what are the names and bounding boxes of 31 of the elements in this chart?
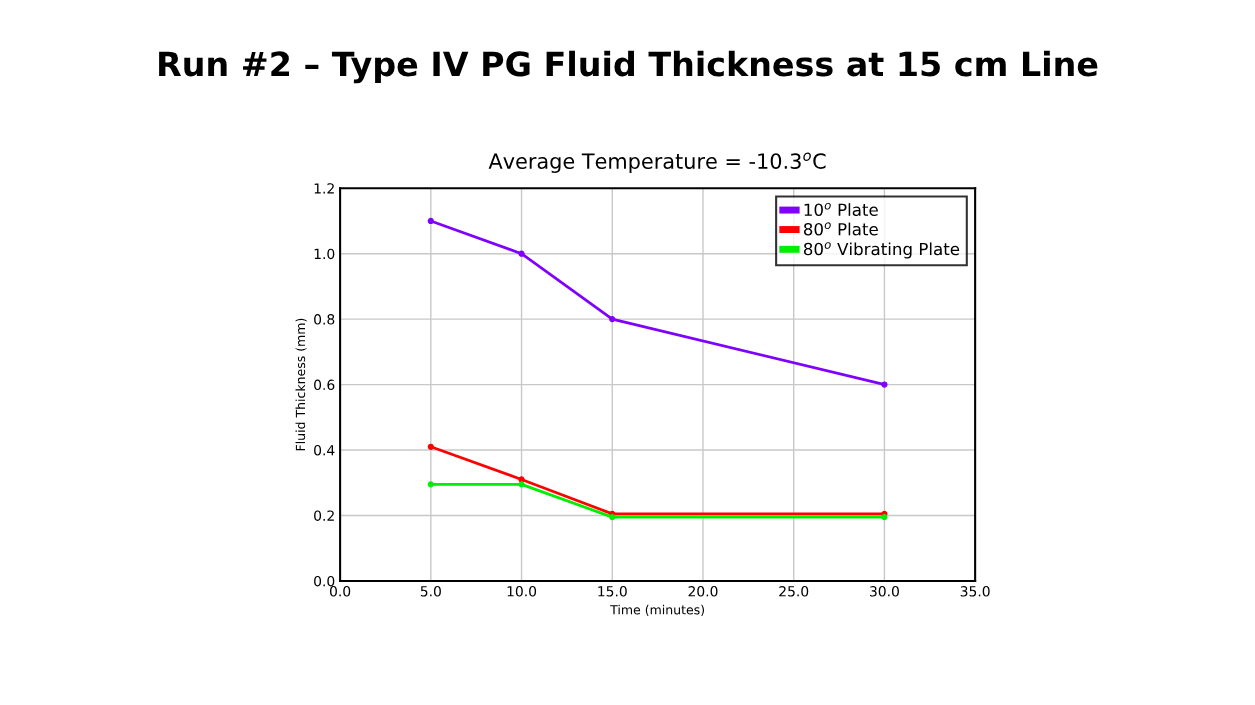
x-tick-label: 5.0 <box>420 586 441 597</box>
point <box>609 316 616 323</box>
point <box>427 217 434 225</box>
x-tick-label: 35.0 <box>960 586 990 597</box>
legend-label: 80$^{o}$ Vibrating Plate <box>803 242 960 259</box>
x-tick-label: 10.0 <box>507 586 537 597</box>
y-tick-label: 0.0 <box>314 575 335 587</box>
y-tick-label: 0.8 <box>314 314 335 325</box>
x-tick-label: 15.0 <box>598 586 627 597</box>
x-tick-label: 0.0 <box>329 586 351 597</box>
point <box>518 481 525 488</box>
chart-title: Run #2 – Type IV PG Fluid Thickness at 15 cm Line <box>159 50 1098 84</box>
point <box>427 481 434 488</box>
y-tick-label: 1.0 <box>314 248 335 260</box>
y-tick-label: 0.4 <box>314 444 335 456</box>
y-tick-label: 0.6 <box>314 379 335 391</box>
legend-label: 10$^{o}$ Plate <box>804 202 878 217</box>
x-tick-label: 30.0 <box>870 586 899 597</box>
y-tick-label: 1.2 <box>314 183 334 194</box>
chart-subtitle: Average Temperature = -10.3$^{o}$C <box>488 152 826 174</box>
x-tick-label: 20.0 <box>688 586 718 597</box>
y-axis-title: Fluid Thickness (mm) <box>295 318 307 451</box>
x-tick-label: 25.0 <box>779 586 809 597</box>
point <box>609 513 616 521</box>
point <box>427 443 434 450</box>
point <box>881 381 888 388</box>
x-axis-title: Time (minutes) <box>610 604 704 616</box>
legend-label: 80$^{o}$ Plate <box>803 222 878 236</box>
point <box>881 513 888 521</box>
y-tick-label: 0.2 <box>314 510 334 521</box>
point <box>518 250 525 257</box>
